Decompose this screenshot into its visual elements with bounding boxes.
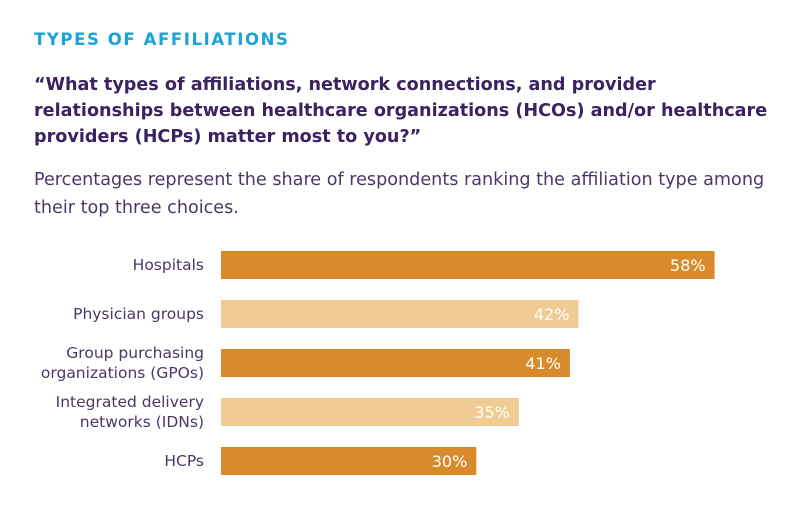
- bar-value-label: 35%: [474, 403, 510, 422]
- category-label: Group purchasing organizations (GPOs): [41, 344, 204, 382]
- category-label: HCPs: [164, 452, 204, 470]
- bar: [221, 300, 579, 328]
- survey-question: “What types of affiliations, network con…: [34, 75, 768, 147]
- bar: [221, 251, 715, 279]
- category-label: Hospitals: [133, 256, 204, 274]
- section-kicker: TYPES OF AFFILIATIONS: [34, 30, 290, 49]
- bar: [221, 398, 519, 426]
- bar: [221, 349, 570, 377]
- category-label: Physician groups: [73, 305, 204, 323]
- bar-value-label: 30%: [432, 452, 468, 471]
- category-label: Integrated delivery networks (IDNs): [56, 393, 204, 431]
- bar-value-label: 58%: [670, 256, 706, 275]
- bar: [221, 447, 477, 475]
- chart-subtitle: Percentages represent the share of respo…: [34, 170, 765, 218]
- bar-value-label: 42%: [534, 305, 570, 324]
- bar-value-label: 41%: [525, 354, 561, 373]
